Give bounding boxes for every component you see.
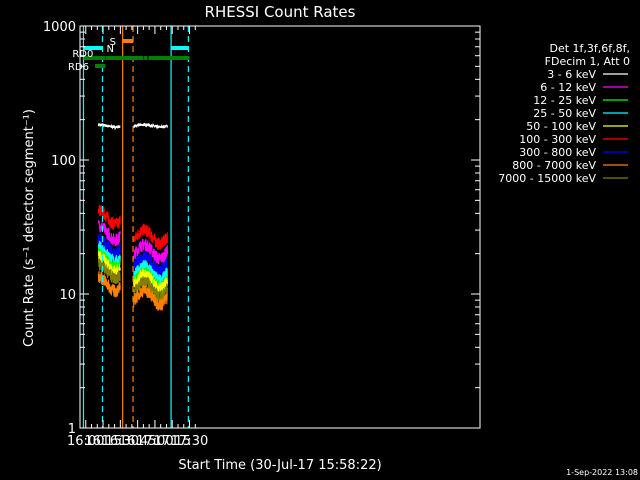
x-tick-label-16-15: 16:15 [84, 434, 121, 449]
series-line-6-12-kev-segment-2 [133, 238, 168, 265]
legend-label-3-6-kev: 3 - 6 keV [547, 68, 596, 81]
series-line-3-6-kev-segment-2 [133, 122, 168, 130]
x-tick-label-17-30: 17:30 [171, 434, 208, 449]
x-tick-label-16-00: 16:00 [67, 434, 104, 449]
legend-label-300-800-kev: 300 - 800 keV [519, 146, 596, 159]
plot-layer: NS RD0 RD6 [68, 26, 190, 428]
legend-label-50-100-kev: 50 - 100 keV [526, 120, 596, 133]
series-line-800-7000-kev-segment-2 [133, 284, 168, 312]
x-tick-label-16-45: 16:45 [119, 434, 156, 449]
x-axis-label: Start Time (30-Jul-17 15:58:22) [178, 458, 381, 473]
y-tick-label-1000: 1000 [43, 20, 76, 35]
flag-label-rd6: RD6 [68, 62, 89, 73]
flag-label-n: N [106, 44, 113, 55]
chart-title: RHESSI Count Rates [205, 3, 356, 21]
series-line-25-50-kev-segment-1 [97, 240, 121, 267]
series-line-3-6-kev-segment-1 [97, 122, 121, 131]
plot-frame [79, 25, 481, 429]
y-tick-label-10: 10 [59, 288, 76, 303]
flag-label-rd0: RD0 [72, 49, 93, 60]
legend-label-7000-15000-kev: 7000 - 15000 keV [498, 172, 596, 185]
y-tick-label-1: 1 [68, 422, 76, 437]
y-tick-label-100: 100 [51, 154, 76, 169]
y-axis-label: Count Rate (s⁻¹ detector segment⁻¹) [22, 109, 37, 347]
legend-label-6-12-kev: 6 - 12 keV [540, 81, 596, 94]
series-line-6-12-kev-segment-1 [97, 220, 121, 247]
render-timestamp: 1-Sep-2022 13:08 [566, 468, 638, 477]
x-tick-label-16-30: 16:30 [102, 434, 139, 449]
legend-label-25-50-kev: 25 - 50 keV [533, 107, 596, 120]
legend-label-800-7000-kev: 800 - 7000 keV [512, 159, 596, 172]
legend-label-100-300-kev: 100 - 300 keV [519, 133, 596, 146]
flag-label-s: S [110, 37, 116, 48]
legend-header-line-2: FDecim 1, Att 0 [545, 55, 630, 68]
legend-label-12-25-kev: 12 - 25 keV [533, 94, 596, 107]
x-tick-label-17-00: 17:00 [136, 434, 173, 449]
legend-header-line-1: Det 1f,3f,6f,8f, [549, 42, 630, 55]
series-line-100-300-kev-segment-2 [133, 223, 168, 251]
x-tick-label-17-15: 17:15 [153, 434, 190, 449]
